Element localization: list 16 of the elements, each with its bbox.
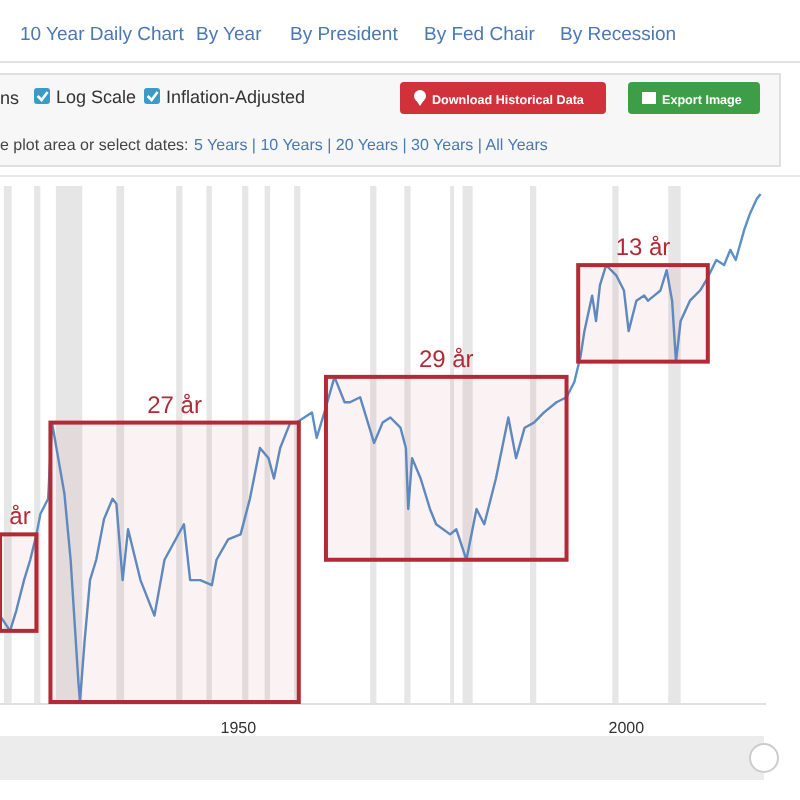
band-label: år — [9, 502, 31, 531]
text: By Year — [196, 24, 262, 46]
text: ns — [0, 88, 21, 108]
x-tick-label: 2000 — [608, 719, 646, 738]
text: By President — [290, 24, 399, 46]
band-label: 13 år — [615, 233, 671, 262]
text: By Fed Chair — [424, 24, 535, 46]
text: Inflation-Adjusted — [166, 87, 306, 107]
text: 10 Year Daily Chart — [20, 24, 185, 46]
x-tick-label: 1950 — [220, 719, 258, 738]
text: Log Scale — [56, 87, 137, 107]
band-label: 29 år — [418, 344, 474, 373]
text: 5 Years | 10 Years | 20 Years | 30 Years | All Years — [194, 136, 548, 154]
text: e plot area or select dates: — [0, 136, 189, 154]
text: By Recession — [560, 24, 677, 46]
band-label: 27 år — [147, 390, 202, 419]
